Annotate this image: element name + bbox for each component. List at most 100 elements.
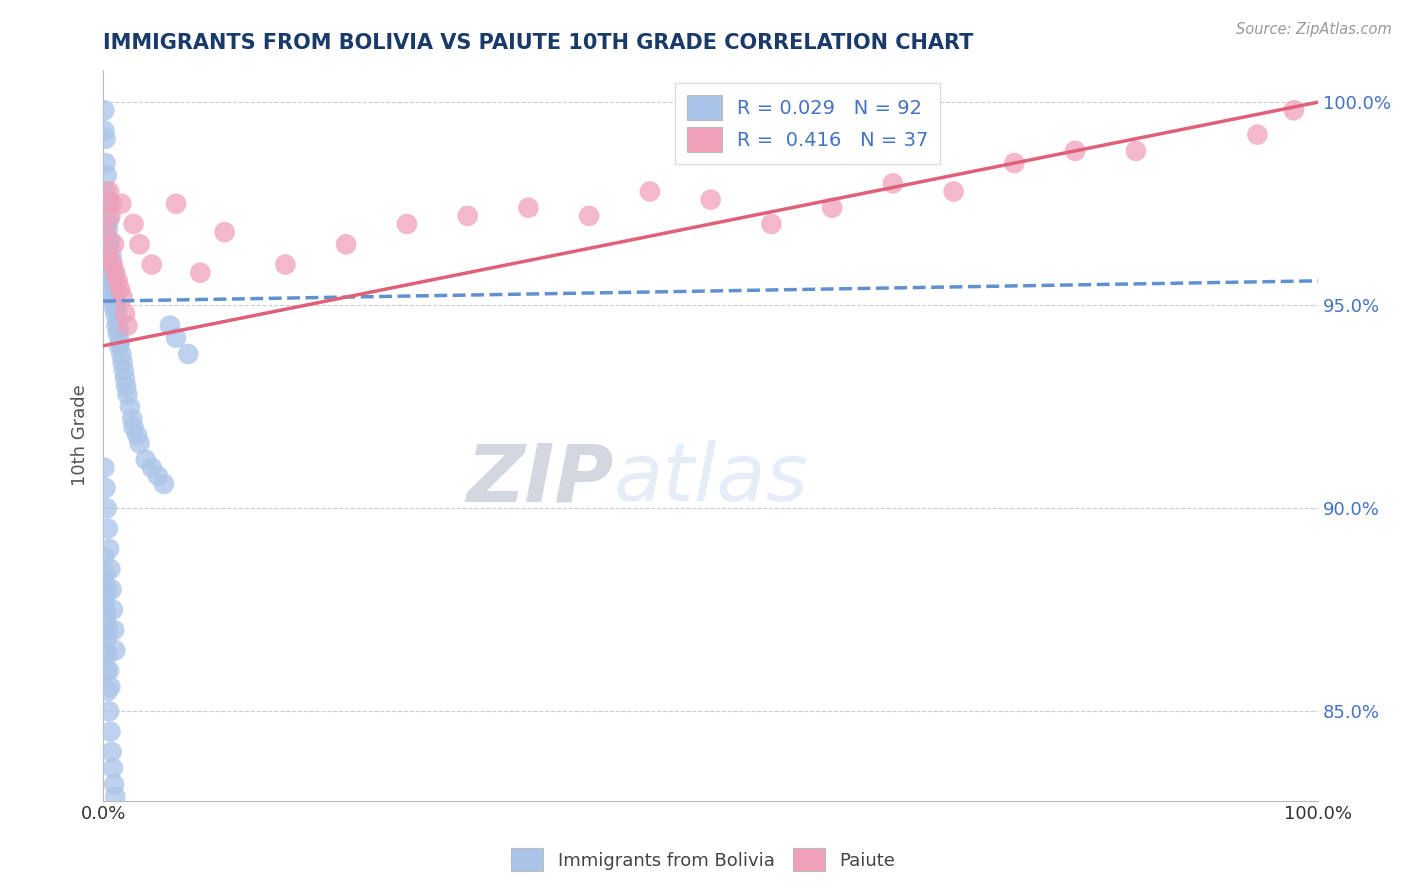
Point xyxy=(100,285,122,300)
Point xyxy=(117,318,139,333)
Point xyxy=(165,196,187,211)
Point xyxy=(96,193,118,207)
Point xyxy=(98,258,121,272)
Point xyxy=(107,274,129,288)
Point xyxy=(97,648,120,662)
Point xyxy=(101,258,124,272)
Point xyxy=(153,476,176,491)
Point xyxy=(821,201,844,215)
Point xyxy=(96,664,118,678)
Point xyxy=(274,258,297,272)
Point xyxy=(110,347,132,361)
Point xyxy=(96,607,118,621)
Point xyxy=(94,566,117,581)
Point xyxy=(100,582,122,597)
Point xyxy=(97,250,120,264)
Point xyxy=(118,400,141,414)
Point xyxy=(93,250,115,264)
Point xyxy=(100,233,122,247)
Point xyxy=(94,225,117,239)
Point xyxy=(165,331,187,345)
Point xyxy=(96,501,118,516)
Point xyxy=(98,185,121,199)
Point xyxy=(94,266,117,280)
Point xyxy=(93,460,115,475)
Point xyxy=(578,209,600,223)
Point xyxy=(517,201,540,215)
Point xyxy=(94,156,117,170)
Point xyxy=(98,237,121,252)
Point xyxy=(93,599,115,613)
Point xyxy=(96,168,118,182)
Point xyxy=(96,631,118,645)
Point xyxy=(98,541,121,556)
Text: ZIP: ZIP xyxy=(465,440,613,518)
Point xyxy=(141,460,163,475)
Point xyxy=(1125,144,1147,158)
Point xyxy=(114,306,136,320)
Point xyxy=(94,274,117,288)
Point xyxy=(188,266,211,280)
Point xyxy=(457,209,479,223)
Point xyxy=(110,196,132,211)
Point xyxy=(1246,128,1268,142)
Point xyxy=(882,177,904,191)
Point xyxy=(103,294,125,309)
Point xyxy=(108,339,131,353)
Point xyxy=(96,582,118,597)
Legend: R = 0.029   N = 92, R =  0.416   N = 37: R = 0.029 N = 92, R = 0.416 N = 37 xyxy=(675,83,941,164)
Point xyxy=(98,704,121,718)
Point xyxy=(103,237,125,252)
Point xyxy=(128,237,150,252)
Point xyxy=(395,217,418,231)
Point xyxy=(108,322,131,336)
Point xyxy=(100,680,122,694)
Point xyxy=(100,266,122,280)
Point xyxy=(103,777,125,791)
Point xyxy=(104,789,127,804)
Point xyxy=(135,452,157,467)
Point xyxy=(114,371,136,385)
Point xyxy=(107,326,129,341)
Point xyxy=(101,761,124,775)
Point xyxy=(146,468,169,483)
Point xyxy=(104,306,127,320)
Point xyxy=(100,724,122,739)
Point xyxy=(107,314,129,328)
Point xyxy=(105,318,128,333)
Point xyxy=(97,684,120,698)
Point xyxy=(942,185,965,199)
Point xyxy=(96,229,118,244)
Point xyxy=(93,258,115,272)
Point xyxy=(128,436,150,450)
Point xyxy=(103,623,125,637)
Point xyxy=(97,245,120,260)
Point xyxy=(97,522,120,536)
Point xyxy=(93,225,115,239)
Y-axis label: 10th Grade: 10th Grade xyxy=(72,384,89,486)
Point xyxy=(111,290,134,304)
Point xyxy=(101,261,124,276)
Point xyxy=(115,379,138,393)
Text: Source: ZipAtlas.com: Source: ZipAtlas.com xyxy=(1236,22,1392,37)
Point xyxy=(94,615,117,629)
Text: IMMIGRANTS FROM BOLIVIA VS PAIUTE 10TH GRADE CORRELATION CHART: IMMIGRANTS FROM BOLIVIA VS PAIUTE 10TH G… xyxy=(103,33,973,53)
Point xyxy=(141,258,163,272)
Point xyxy=(214,225,236,239)
Point xyxy=(121,412,143,426)
Point xyxy=(100,209,122,223)
Point xyxy=(94,591,117,605)
Point xyxy=(93,623,115,637)
Point xyxy=(100,253,122,268)
Point xyxy=(101,298,124,312)
Point xyxy=(101,603,124,617)
Point xyxy=(117,387,139,401)
Point xyxy=(335,237,357,252)
Point xyxy=(101,282,124,296)
Point xyxy=(100,745,122,759)
Point xyxy=(122,420,145,434)
Point xyxy=(1282,103,1305,118)
Point xyxy=(100,250,122,264)
Point xyxy=(1064,144,1087,158)
Point xyxy=(98,664,121,678)
